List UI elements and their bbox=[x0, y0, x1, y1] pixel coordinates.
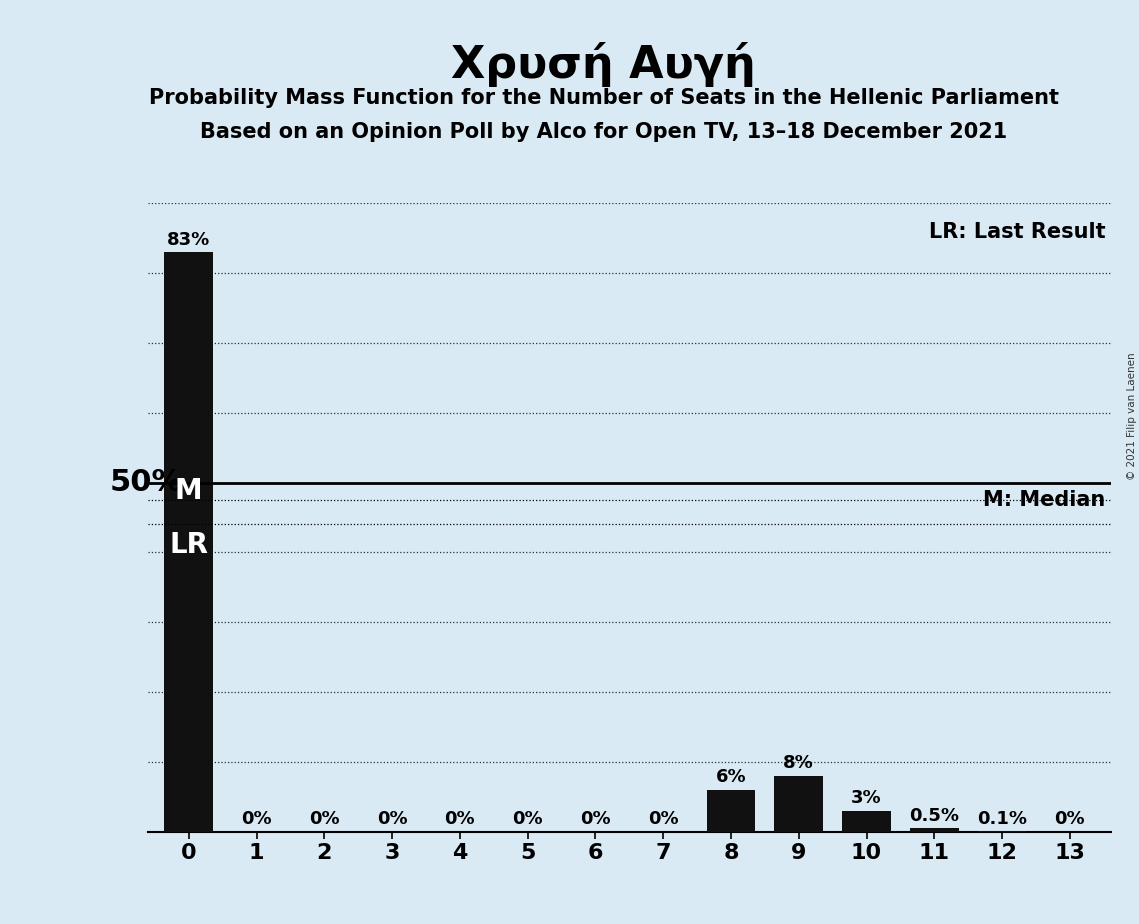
Text: 0%: 0% bbox=[580, 810, 611, 828]
Text: 0%: 0% bbox=[241, 810, 272, 828]
Bar bbox=[910, 828, 959, 832]
Text: 0%: 0% bbox=[1055, 810, 1085, 828]
Text: 8%: 8% bbox=[784, 754, 814, 772]
Text: 0.5%: 0.5% bbox=[909, 807, 959, 824]
Text: 3%: 3% bbox=[851, 789, 882, 808]
Text: M: Median: M: Median bbox=[983, 490, 1106, 510]
Text: Χρυσή Αυγή: Χρυσή Αυγή bbox=[451, 42, 756, 87]
Text: Probability Mass Function for the Number of Seats in the Hellenic Parliament: Probability Mass Function for the Number… bbox=[149, 88, 1058, 108]
Text: 0%: 0% bbox=[377, 810, 408, 828]
Bar bbox=[164, 252, 213, 832]
Text: 0%: 0% bbox=[513, 810, 543, 828]
Text: 83%: 83% bbox=[167, 231, 211, 249]
Text: LR: Last Result: LR: Last Result bbox=[929, 222, 1106, 242]
Bar bbox=[842, 810, 891, 832]
Text: © 2021 Filip van Laenen: © 2021 Filip van Laenen bbox=[1126, 352, 1137, 480]
Text: 0%: 0% bbox=[309, 810, 339, 828]
Text: M: M bbox=[175, 478, 203, 505]
Text: 0.1%: 0.1% bbox=[977, 810, 1027, 828]
Text: 0%: 0% bbox=[648, 810, 679, 828]
Text: 50%: 50% bbox=[109, 468, 182, 497]
Text: LR: LR bbox=[170, 531, 208, 559]
Text: 6%: 6% bbox=[715, 768, 746, 786]
Text: 0%: 0% bbox=[444, 810, 475, 828]
Bar bbox=[775, 776, 823, 832]
Text: Based on an Opinion Poll by Alco for Open TV, 13–18 December 2021: Based on an Opinion Poll by Alco for Ope… bbox=[200, 122, 1007, 142]
Bar bbox=[706, 790, 755, 832]
